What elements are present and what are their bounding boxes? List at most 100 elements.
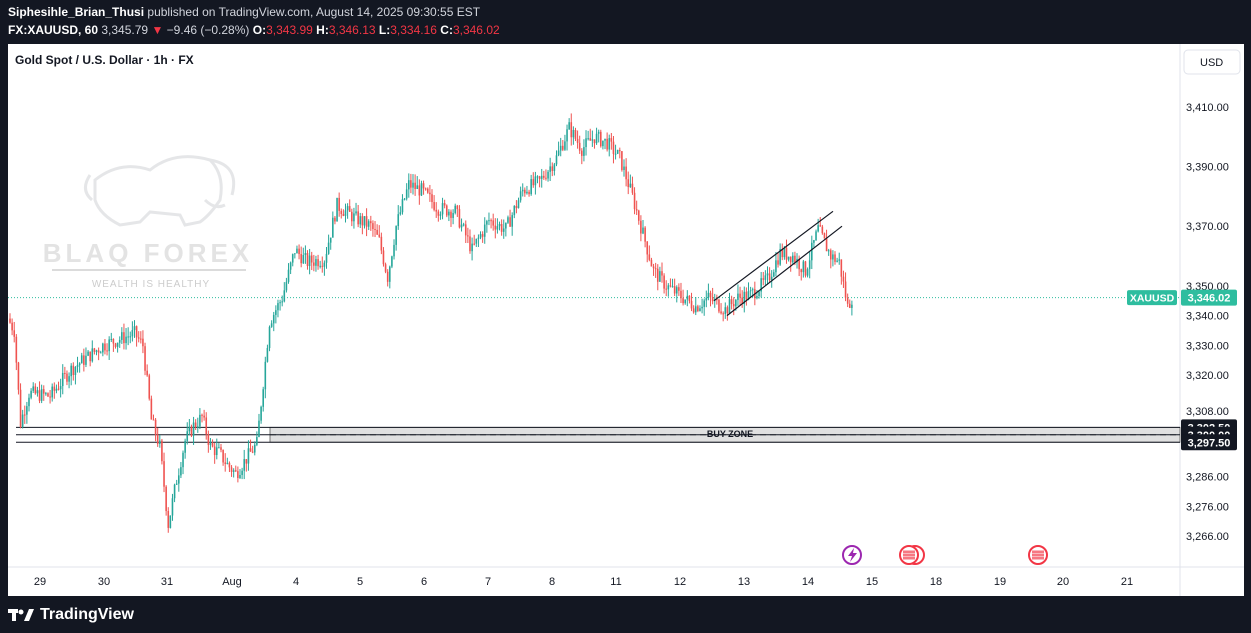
currency-label: USD	[1200, 57, 1223, 69]
candle-body	[494, 225, 497, 230]
candle-body	[538, 176, 541, 179]
candle-body	[355, 211, 357, 214]
x-tick-label: 7	[485, 576, 491, 588]
candle-body	[777, 260, 779, 265]
candle-body	[836, 260, 838, 262]
watermark-brand: BLAQ FOREX	[43, 238, 253, 268]
candle-body	[800, 269, 803, 273]
open-value: 3,343.99	[266, 23, 313, 37]
candle-body	[243, 459, 246, 471]
candle-body	[116, 342, 119, 347]
candle-body	[159, 440, 161, 444]
time-axis-ticks: 29 30 31 Aug 4 5 6 7 8 11 12 13 14 15 18 19 20 21	[34, 576, 1133, 588]
candle-body	[464, 224, 467, 236]
candle-body	[76, 365, 79, 367]
candle-body	[142, 338, 144, 347]
candle-body	[317, 259, 319, 267]
candle-body	[410, 180, 412, 188]
candle-body	[526, 191, 528, 194]
candle-body	[682, 298, 684, 304]
channel-lower-line[interactable]	[726, 225, 843, 317]
candle-body	[403, 198, 406, 200]
candle-body	[336, 197, 338, 222]
candle-body	[306, 253, 309, 267]
candle-body	[445, 205, 448, 216]
candle-body	[78, 363, 81, 366]
level-badge	[1181, 434, 1237, 451]
candle-body	[528, 191, 530, 195]
candle-body	[751, 289, 754, 291]
lightning-event-icon[interactable]	[842, 545, 862, 565]
candle-body	[302, 254, 305, 264]
candle-body	[201, 414, 203, 416]
candle-body	[384, 264, 387, 272]
candle-body	[386, 271, 389, 282]
candle-body	[659, 271, 661, 282]
candle-body	[781, 249, 784, 258]
candle-body	[264, 361, 267, 390]
candle-body	[40, 389, 43, 401]
candle-body	[296, 248, 298, 254]
candle-body	[775, 260, 777, 273]
candle-body	[182, 452, 184, 468]
candle-body	[83, 355, 85, 365]
candle-body	[821, 226, 824, 234]
high-value: 3,346.13	[328, 23, 376, 37]
candle-body	[519, 191, 522, 201]
candle-body	[635, 209, 638, 211]
candle-body	[448, 211, 450, 216]
candle-body	[412, 182, 414, 188]
candle-body	[359, 216, 362, 225]
candle-body	[207, 434, 210, 445]
x-tick-label: 6	[421, 576, 427, 588]
candle-body	[692, 308, 695, 313]
candle-body	[110, 338, 113, 340]
candle-body	[802, 261, 805, 273]
candle-body	[93, 348, 96, 352]
candle-body	[705, 297, 708, 301]
candle-body	[323, 262, 326, 267]
candle-body	[351, 211, 353, 222]
symbol-interval: FX:XAUUSD, 60	[8, 23, 99, 37]
candle-body	[281, 301, 283, 303]
candle-body	[357, 211, 359, 225]
candle-body	[150, 398, 153, 420]
channel-upper-line[interactable]	[713, 210, 834, 302]
candle-body	[819, 225, 822, 227]
x-tick-label: 13	[738, 576, 750, 588]
candle-body	[340, 210, 343, 214]
candle-body	[745, 291, 748, 300]
candle-body	[562, 145, 564, 150]
chart-frame[interactable]	[8, 44, 1244, 596]
candle-body	[735, 299, 737, 307]
candle-body	[344, 210, 347, 216]
candle-body	[414, 182, 416, 190]
us-flag-event-icon[interactable]	[899, 545, 925, 565]
candle-body	[184, 440, 186, 453]
candle-body	[220, 447, 222, 450]
candle-body	[507, 217, 509, 223]
candle-body	[597, 131, 600, 134]
candle-body	[496, 226, 499, 230]
candle-body	[711, 296, 714, 302]
candle-body	[95, 350, 98, 352]
us-flag-event-icon[interactable]	[1028, 545, 1048, 565]
candle-body	[477, 237, 480, 239]
candle-body	[690, 300, 693, 309]
tradingview-logo[interactable]: TradingView	[8, 606, 134, 624]
level-badges: 3,302.503,300.003,297.50	[1181, 419, 1237, 451]
candle-body	[640, 220, 642, 234]
candle-body	[743, 291, 746, 304]
candle-body	[557, 150, 560, 156]
candle-body	[266, 348, 269, 362]
candle-body	[123, 332, 125, 344]
candle-body	[334, 217, 336, 222]
symbol-tag-label: XAUUSD	[1130, 293, 1175, 305]
candle-body	[416, 185, 419, 190]
publisher-name[interactable]: Siphesihle_Brian_Thusi	[8, 5, 145, 19]
candle-body	[49, 396, 51, 398]
currency-button[interactable]	[1183, 49, 1241, 75]
candle-body	[675, 287, 678, 294]
candle-body	[726, 307, 729, 314]
